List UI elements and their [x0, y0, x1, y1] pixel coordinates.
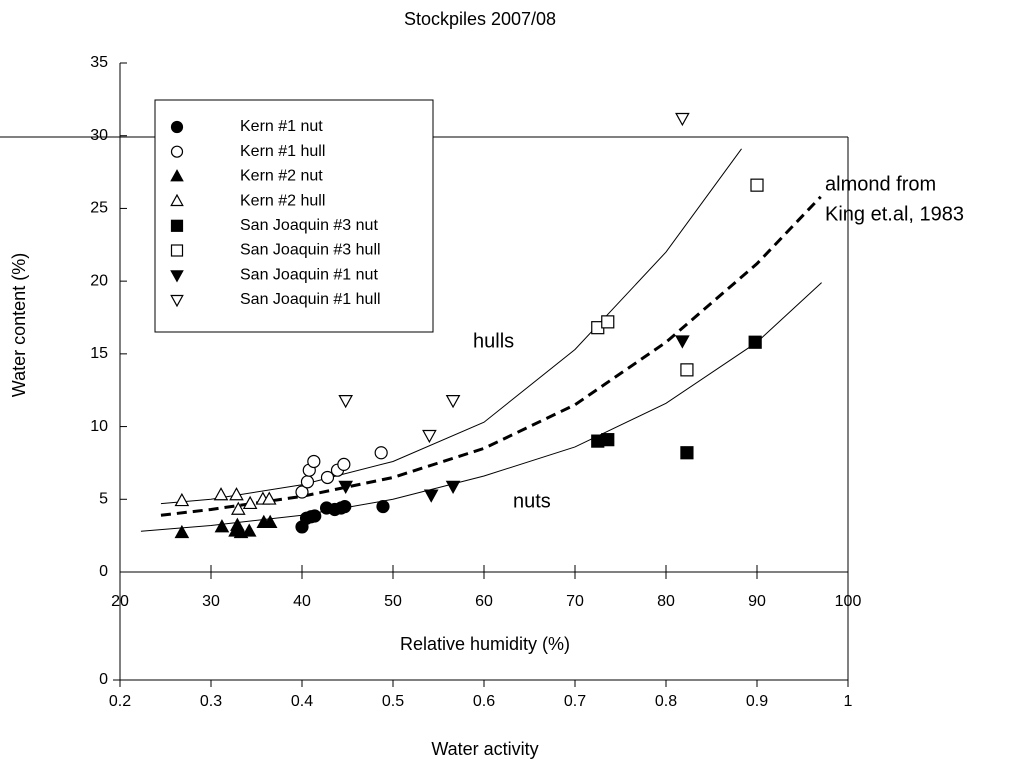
x-tick-label: 0.9	[746, 693, 768, 710]
x-tick-label: 0.2	[109, 693, 131, 710]
data-point	[229, 487, 244, 501]
legend-marker	[170, 294, 184, 308]
data-point	[445, 480, 461, 495]
legend-marker	[170, 219, 184, 232]
legend-label: Kern #1 nut	[240, 118, 323, 135]
chart-title: Stockpiles 2007/08	[404, 9, 556, 29]
data-point	[307, 454, 321, 469]
legend-marker	[170, 120, 184, 134]
x-tick-label: 0.8	[655, 693, 677, 710]
data-point	[748, 335, 762, 349]
x-tick-label: 60	[475, 593, 493, 610]
data-point	[262, 514, 278, 528]
x-tick-label: 0.7	[564, 693, 586, 710]
x-tick-label: 70	[566, 593, 584, 610]
data-point	[174, 524, 190, 539]
fit-curve	[140, 282, 822, 532]
y-tick-label: 0	[99, 563, 108, 580]
y-tick-label: 0	[99, 671, 108, 688]
x-tick-label: 20	[111, 593, 129, 610]
y-tick-label: 30	[90, 127, 108, 144]
data-point	[680, 363, 694, 377]
y-tick-label: 35	[90, 54, 108, 71]
data-point	[680, 446, 694, 460]
legend-label: Kern #2 nut	[240, 168, 323, 185]
annotation: nuts	[513, 490, 551, 512]
data-point	[300, 475, 315, 489]
data-point	[601, 433, 615, 447]
x-tick-label: 40	[293, 593, 311, 610]
data-point	[295, 485, 309, 499]
annotation: hulls	[473, 330, 514, 352]
data-point	[213, 487, 229, 501]
legend-label: San Joaquin #1 nut	[240, 266, 378, 283]
legend-label: San Joaquin #3 nut	[240, 217, 378, 234]
data-point	[320, 470, 335, 485]
data-point	[214, 519, 230, 533]
data-point	[750, 178, 764, 192]
data-point	[675, 112, 690, 127]
x-tick-label: 0.4	[291, 693, 313, 710]
y-tick-label: 20	[90, 272, 108, 289]
data-point	[601, 315, 615, 329]
x-axis-label: Relative humidity (%)	[400, 634, 570, 654]
legend-label: San Joaquin #1 hull	[240, 291, 381, 308]
legend-label: Kern #1 hull	[240, 143, 325, 160]
x-tick-label: 1	[844, 693, 853, 710]
y-tick-label: 15	[90, 345, 108, 362]
legend-marker	[170, 169, 184, 182]
data-point	[308, 509, 322, 523]
data-point	[376, 499, 390, 514]
data-point	[445, 394, 461, 409]
legend-label: San Joaquin #3 hull	[240, 242, 381, 259]
data-point	[242, 495, 258, 510]
data-point	[675, 335, 690, 349]
data-point	[423, 489, 439, 503]
data-point	[241, 523, 257, 537]
y-tick-label: 25	[90, 200, 108, 217]
x-tick-label: 90	[748, 593, 766, 610]
fit-curve	[160, 195, 822, 517]
data-point	[338, 480, 353, 495]
data-point	[174, 492, 190, 507]
x-tick-label: 50	[384, 593, 402, 610]
y-tick-label: 5	[99, 491, 108, 508]
legend-box	[154, 99, 434, 333]
legend-marker	[170, 270, 184, 283]
y-axis-label: Water content (%)	[9, 253, 29, 397]
data-point	[337, 457, 351, 471]
legend-marker	[170, 193, 184, 207]
x-tick-label: 0.5	[382, 693, 404, 710]
data-point	[338, 499, 352, 514]
data-point	[422, 429, 437, 444]
data-point	[338, 394, 353, 409]
data-point	[230, 501, 246, 515]
x-axis-label: Water activity	[431, 739, 538, 759]
x-tick-label: 30	[202, 593, 220, 610]
y-tick-label: 10	[90, 418, 108, 435]
x-tick-label: 80	[657, 593, 675, 610]
x-tick-label: 100	[835, 593, 862, 610]
data-point	[261, 491, 277, 505]
legend-marker	[170, 145, 184, 158]
annotation: King et.al, 1983	[825, 203, 964, 225]
annotation: almond from	[825, 173, 936, 195]
x-tick-label: 0.6	[473, 693, 495, 710]
x-tick-label: 0.3	[200, 693, 222, 710]
data-point	[374, 446, 388, 460]
legend-marker	[170, 244, 184, 257]
legend-label: Kern #2 hull	[240, 192, 325, 209]
